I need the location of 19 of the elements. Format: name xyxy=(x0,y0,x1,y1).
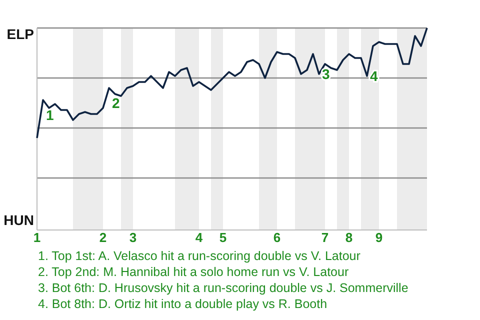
x-tick-label: 6 xyxy=(273,230,281,246)
text: HUN xyxy=(4,212,34,228)
x-tick-label: 2 xyxy=(99,230,107,246)
text: ELP xyxy=(6,26,34,42)
annotation: 2 xyxy=(112,95,120,111)
text: 4. Bot 8th: D. Ortiz hit into a double play vs R. Booth xyxy=(38,297,328,311)
x-tick-label: 4 xyxy=(195,230,204,246)
text: 2. Top 2nd: M. Hannibal hit a solo home run vs V. Latour xyxy=(38,265,349,279)
x-tick-label: 9 xyxy=(375,230,383,246)
x-tick-label: 5 xyxy=(219,230,227,246)
text: 3. Bot 6th: D. Hrusovsky hit a run-scoring double vs J. Sommerville xyxy=(38,281,408,295)
x-tick-label: 8 xyxy=(345,230,353,246)
x-tick-label: 7 xyxy=(321,230,329,246)
text: 1. Top 1st: A. Velasco hit a run-scoring double vs V. Latour xyxy=(38,249,360,263)
x-tick-label: 1 xyxy=(33,230,41,246)
annotation: 4 xyxy=(370,68,378,84)
x-tick-label: 3 xyxy=(129,230,137,246)
annotation: 3 xyxy=(322,66,330,82)
annotation: 1 xyxy=(46,107,54,123)
